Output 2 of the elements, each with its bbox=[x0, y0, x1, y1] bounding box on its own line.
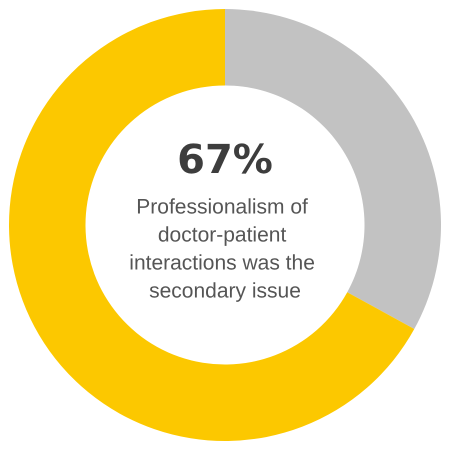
text: 67% bbox=[177, 137, 273, 183]
text: Professionalism of doctor-patient interactions was the secondary issue bbox=[129, 196, 321, 302]
